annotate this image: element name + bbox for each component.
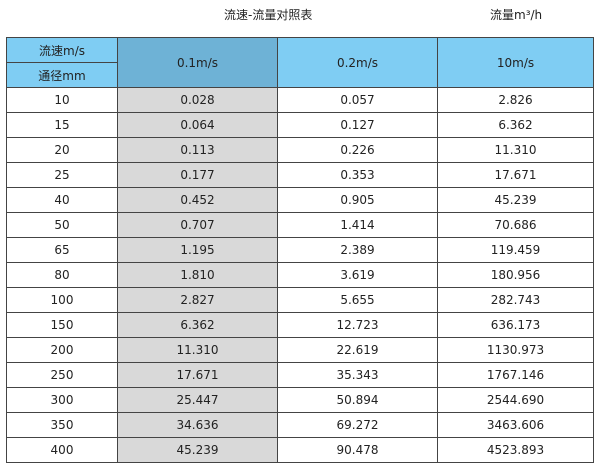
table-row: 25 0.177 0.353 17.671: [6, 162, 594, 188]
flow-cell: 25.447: [117, 387, 278, 413]
flow-cell: 12.723: [277, 312, 438, 338]
flow-cell: 34.636: [117, 412, 278, 438]
diameter-cell: 80: [6, 262, 118, 288]
table-row: 15 0.064 0.127 6.362: [6, 112, 594, 138]
flow-cell: 0.127: [277, 112, 438, 138]
table-row: 250 17.671 35.343 1767.146: [6, 362, 594, 388]
col-header-0.2: 0.2m/s: [277, 37, 438, 88]
flow-cell: 0.226: [277, 137, 438, 163]
flow-table: 流速m/s 0.1m/s 0.2m/s 10m/s 通径mm 10 0.028 0.…: [6, 37, 594, 463]
flow-cell: 2.389: [277, 237, 438, 263]
table-row: 200 11.310 22.619 1130.973: [6, 337, 594, 363]
col-header-10: 10m/s: [437, 37, 594, 88]
flow-cell: 0.177: [117, 162, 278, 188]
flow-cell: 0.028: [117, 87, 278, 113]
flow-cell: 11.310: [117, 337, 278, 363]
flow-cell: 4523.893: [437, 437, 594, 463]
flow-cell: 17.671: [117, 362, 278, 388]
flow-cell: 636.173: [437, 312, 594, 338]
diameter-cell: 10: [6, 87, 118, 113]
table-row: 350 34.636 69.272 3463.606: [6, 412, 594, 438]
diameter-cell: 350: [6, 412, 118, 438]
flow-cell: 35.343: [277, 362, 438, 388]
diameter-cell: 250: [6, 362, 118, 388]
table-row: 400 45.239 90.478 4523.893: [6, 437, 594, 463]
flow-cell: 2544.690: [437, 387, 594, 413]
flow-cell: 282.743: [437, 287, 594, 313]
diameter-cell: 150: [6, 312, 118, 338]
col-header-0.1: 0.1m/s: [117, 37, 278, 88]
flow-cell: 1.810: [117, 262, 278, 288]
flow-cell: 0.057: [277, 87, 438, 113]
flow-cell: 17.671: [437, 162, 594, 188]
diameter-header: 通径mm: [6, 62, 118, 88]
flow-cell: 6.362: [117, 312, 278, 338]
diameter-cell: 40: [6, 187, 118, 213]
flow-cell: 6.362: [437, 112, 594, 138]
diameter-cell: 200: [6, 337, 118, 363]
flow-cell: 45.239: [117, 437, 278, 463]
flow-cell: 22.619: [277, 337, 438, 363]
flow-cell: 0.905: [277, 187, 438, 213]
flow-cell: 70.686: [437, 212, 594, 238]
table-row: 20 0.113 0.226 11.310: [6, 137, 594, 163]
table-row: 150 6.362 12.723 636.173: [6, 312, 594, 338]
table-row: 65 1.195 2.389 119.459: [6, 237, 594, 263]
diameter-cell: 400: [6, 437, 118, 463]
flow-cell: 1.414: [277, 212, 438, 238]
table-row: 300 25.447 50.894 2544.690: [6, 387, 594, 413]
table-row: 50 0.707 1.414 70.686: [6, 212, 594, 238]
flow-cell: 0.353: [277, 162, 438, 188]
flow-cell: 0.064: [117, 112, 278, 138]
flow-cell: 2.826: [437, 87, 594, 113]
flow-cell: 1767.146: [437, 362, 594, 388]
flow-cell: 2.827: [117, 287, 278, 313]
table-row: 40 0.452 0.905 45.239: [6, 187, 594, 213]
diameter-cell: 65: [6, 237, 118, 263]
flow-cell: 3463.606: [437, 412, 594, 438]
flow-cell: 11.310: [437, 137, 594, 163]
flow-cell: 1130.973: [437, 337, 594, 363]
diameter-cell: 20: [6, 137, 118, 163]
flow-cell: 1.195: [117, 237, 278, 263]
table-row: 80 1.810 3.619 180.956: [6, 262, 594, 288]
diameter-cell: 15: [6, 112, 118, 138]
unit-label: 流量m³/h: [490, 8, 543, 22]
flow-cell: 119.459: [437, 237, 594, 263]
table-row: 10 0.028 0.057 2.826: [6, 87, 594, 113]
flow-cell: 90.478: [277, 437, 438, 463]
flow-cell: 3.619: [277, 262, 438, 288]
flow-cell: 50.894: [277, 387, 438, 413]
table-row: 100 2.827 5.655 282.743: [6, 287, 594, 313]
flow-cell: 180.956: [437, 262, 594, 288]
flow-cell: 45.239: [437, 187, 594, 213]
velocity-header: 流速m/s: [6, 37, 118, 63]
flow-cell: 0.452: [117, 187, 278, 213]
diameter-cell: 300: [6, 387, 118, 413]
diameter-cell: 50: [6, 212, 118, 238]
flow-cell: 0.113: [117, 137, 278, 163]
diameter-cell: 25: [6, 162, 118, 188]
diameter-cell: 100: [6, 287, 118, 313]
flow-cell: 0.707: [117, 212, 278, 238]
flow-cell: 69.272: [277, 412, 438, 438]
table-title: 流速-流量对照表: [224, 8, 313, 22]
flow-cell: 5.655: [277, 287, 438, 313]
